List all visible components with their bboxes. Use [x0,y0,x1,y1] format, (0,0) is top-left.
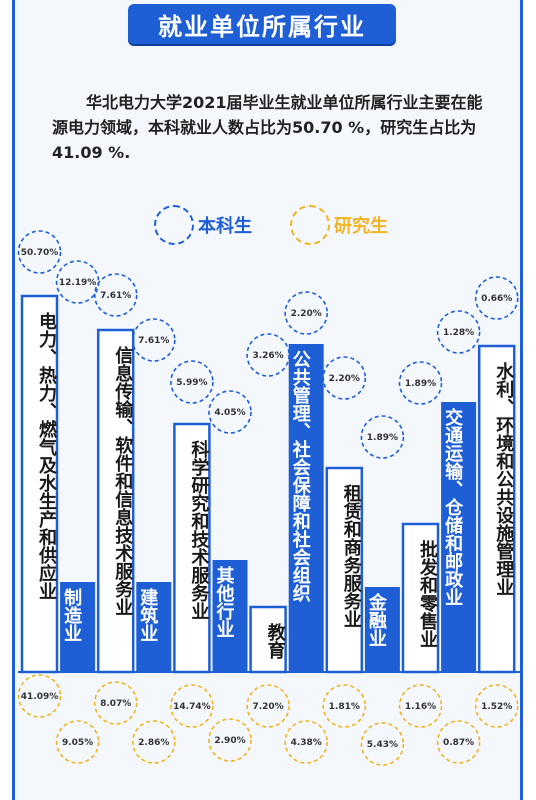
category-label: 电力、热力、燃气及水生产和供应业 [36,312,57,600]
undergrad-value-label: 7.61% [100,291,131,301]
undergrad-value-label: 1.28% [443,328,474,338]
undergrad-value-label: 50.70% [21,248,59,258]
grad-circle-icon [360,722,405,766]
bar-11 [441,402,477,672]
bar-5 [212,560,248,672]
bar-1 [60,582,96,672]
category-label: 建筑业 [137,588,159,642]
grad-value-label: 5.43% [367,740,398,750]
category-label: 信息传输、软件和信息技术服务业 [112,346,134,616]
grad-value-label: 1.81% [329,702,360,712]
grad-value-label: 2.90% [214,736,245,746]
grad-circle-icon [322,684,367,728]
grad-circle-icon [17,674,62,718]
bar-9 [364,587,400,672]
grad-circle-icon [93,681,138,725]
undergrad-value-label: 1.89% [405,379,436,389]
bar-6 [249,605,287,674]
bar-10 [401,522,440,674]
undergrad-circle-icon [398,361,443,405]
undergrad-value-label: 5.99% [176,378,207,388]
legend-undergrad-label: 本科生 [198,216,252,237]
bar-4 [173,422,211,674]
undergrad-circle-icon [284,291,329,335]
undergrad-circle-icon [436,310,481,354]
grad-value-label: 2.86% [138,738,169,748]
grad-value-label: 9.05% [62,738,93,748]
undergrad-circle-icon [17,230,62,274]
grad-circle-icon [284,720,329,764]
category-label: 批发和零售业 [417,540,438,648]
legend-undergrad: 本科生 [154,205,252,245]
undergrad-value-label: 2.20% [329,374,360,384]
page-title: 就业单位所属行业 [128,4,396,44]
bar-3 [136,582,172,672]
undergrad-circle-icon [208,390,252,434]
undergrad-circle-icon [360,415,405,459]
undergrad-value-label: 7.61% [138,336,169,346]
category-label: 其他行业 [213,566,235,638]
legend-grad-label: 研究生 [334,216,388,237]
category-label: 租赁和商务服务业 [340,484,362,628]
legend-undergrad-ring-icon [154,205,194,245]
undergrad-value-label: 1.89% [367,433,398,443]
category-label: 科学研究和技术服务业 [188,440,210,620]
undergrad-circle-icon [93,273,138,317]
grad-value-label: 41.09% [21,692,59,702]
grad-value-label: 0.87% [443,738,474,748]
grad-circle-icon [246,684,290,728]
grad-value-label: 14.74% [173,702,211,712]
undergrad-value-label: 2.20% [291,309,322,319]
grad-circle-icon [474,684,519,728]
grad-circle-icon [55,720,100,764]
legend-grad: 研究生 [290,205,388,245]
undergrad-value-label: 3.26% [252,351,283,361]
grad-circle-icon [170,684,214,728]
undergrad-circle-icon [322,356,367,400]
category-label: 交通运输、仓储和邮政业 [442,408,464,606]
undergrad-circle-icon [474,276,519,320]
bar-7 [288,344,324,672]
category-label: 金融业 [365,593,387,647]
category-label: 教育 [264,623,286,659]
undergrad-value-label: 4.05% [214,408,245,418]
grad-value-label: 1.52% [481,702,512,712]
bar-2 [96,328,135,674]
undergrad-value-label: 12.19% [59,278,97,288]
category-label: 公共管理、社会保障和社会组织 [289,350,311,602]
grad-circle-icon [436,720,481,764]
grad-circle-icon [132,720,176,764]
bar-12 [477,344,516,674]
legend-grad-ring-icon [290,205,330,245]
category-label: 水利、环境和公共设施管理业 [493,362,515,596]
undergrad-circle-icon [170,360,214,404]
category-label: 制造业 [61,588,83,642]
grad-value-label: 7.20% [252,702,283,712]
grad-value-label: 1.16% [405,702,436,712]
undergrad-value-label: 0.66% [481,294,512,304]
grad-value-label: 8.07% [100,699,131,709]
grad-value-label: 4.38% [291,738,322,748]
undergrad-circle-icon [132,318,176,362]
intro-paragraph: 华北电力大学2021届毕业生就业单位所属行业主要在能源电力领域，本科就业人数占比… [52,93,483,162]
grad-circle-icon [208,718,252,762]
grad-circle-icon [398,684,443,728]
